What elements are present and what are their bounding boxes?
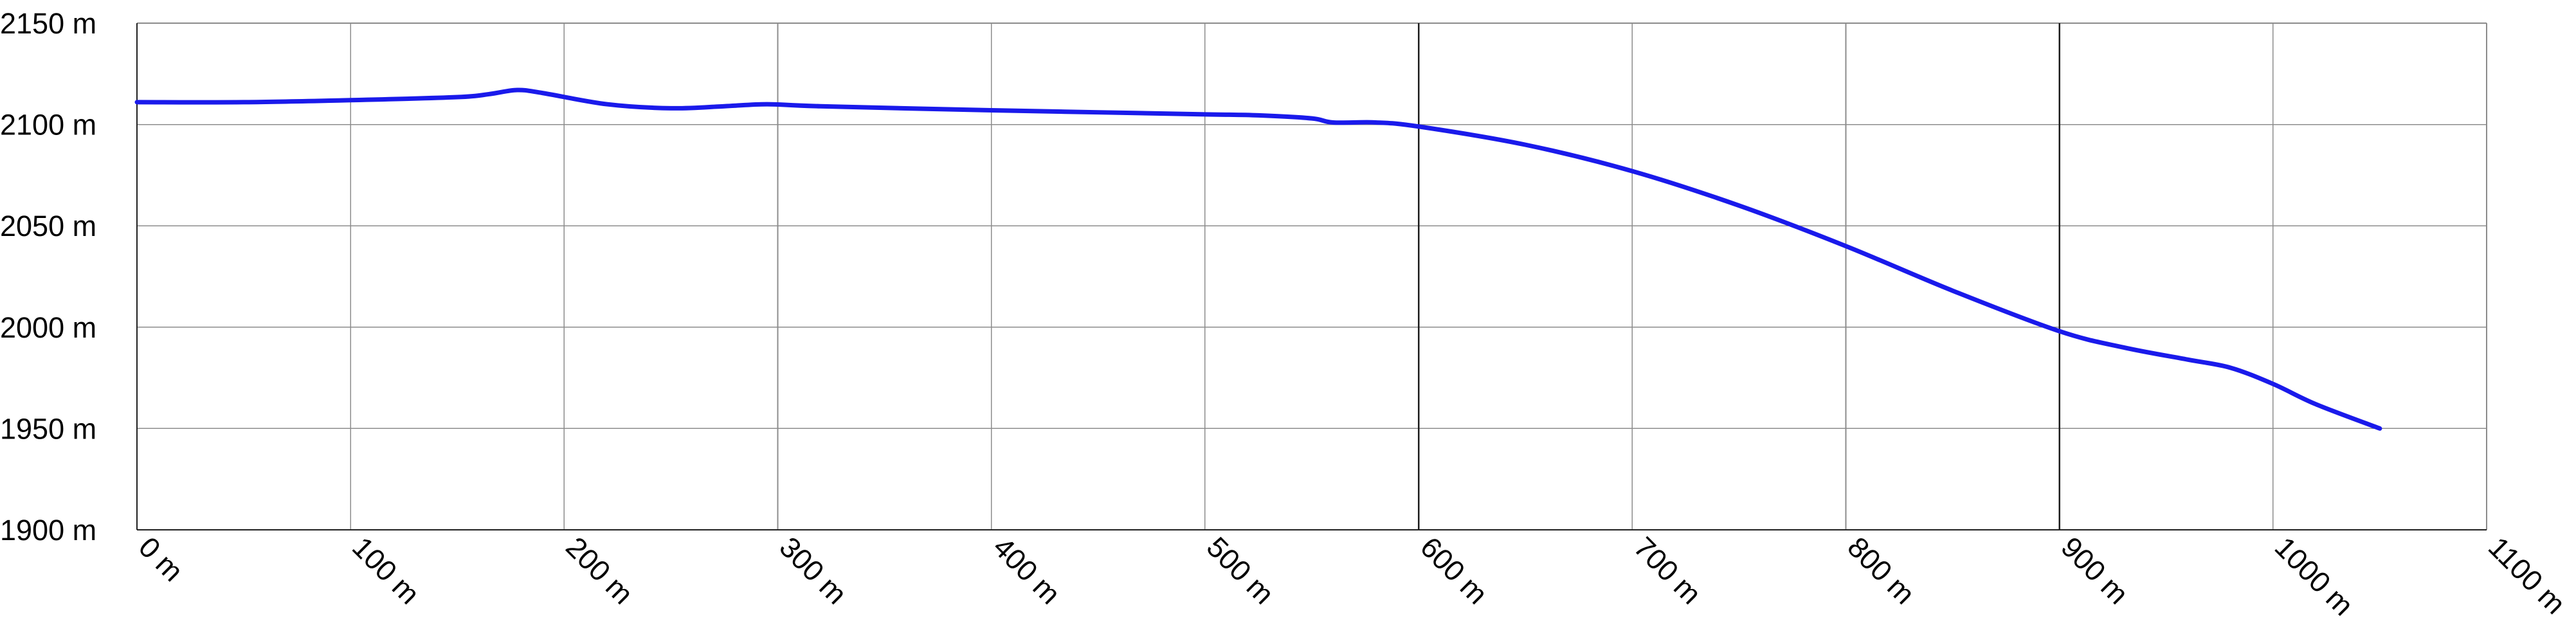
y-tick-label: 2050 m bbox=[0, 210, 96, 242]
y-tick-label: 1900 m bbox=[0, 514, 96, 547]
y-tick-label: 2100 m bbox=[0, 109, 96, 141]
y-tick-label: 2150 m bbox=[0, 7, 96, 40]
series-layer bbox=[134, 87, 2382, 431]
y-tick-label: 1950 m bbox=[0, 412, 96, 445]
axis-layer bbox=[136, 23, 2487, 531]
elevation-series-line bbox=[134, 87, 2382, 431]
y-tick-label: 2000 m bbox=[0, 311, 96, 344]
